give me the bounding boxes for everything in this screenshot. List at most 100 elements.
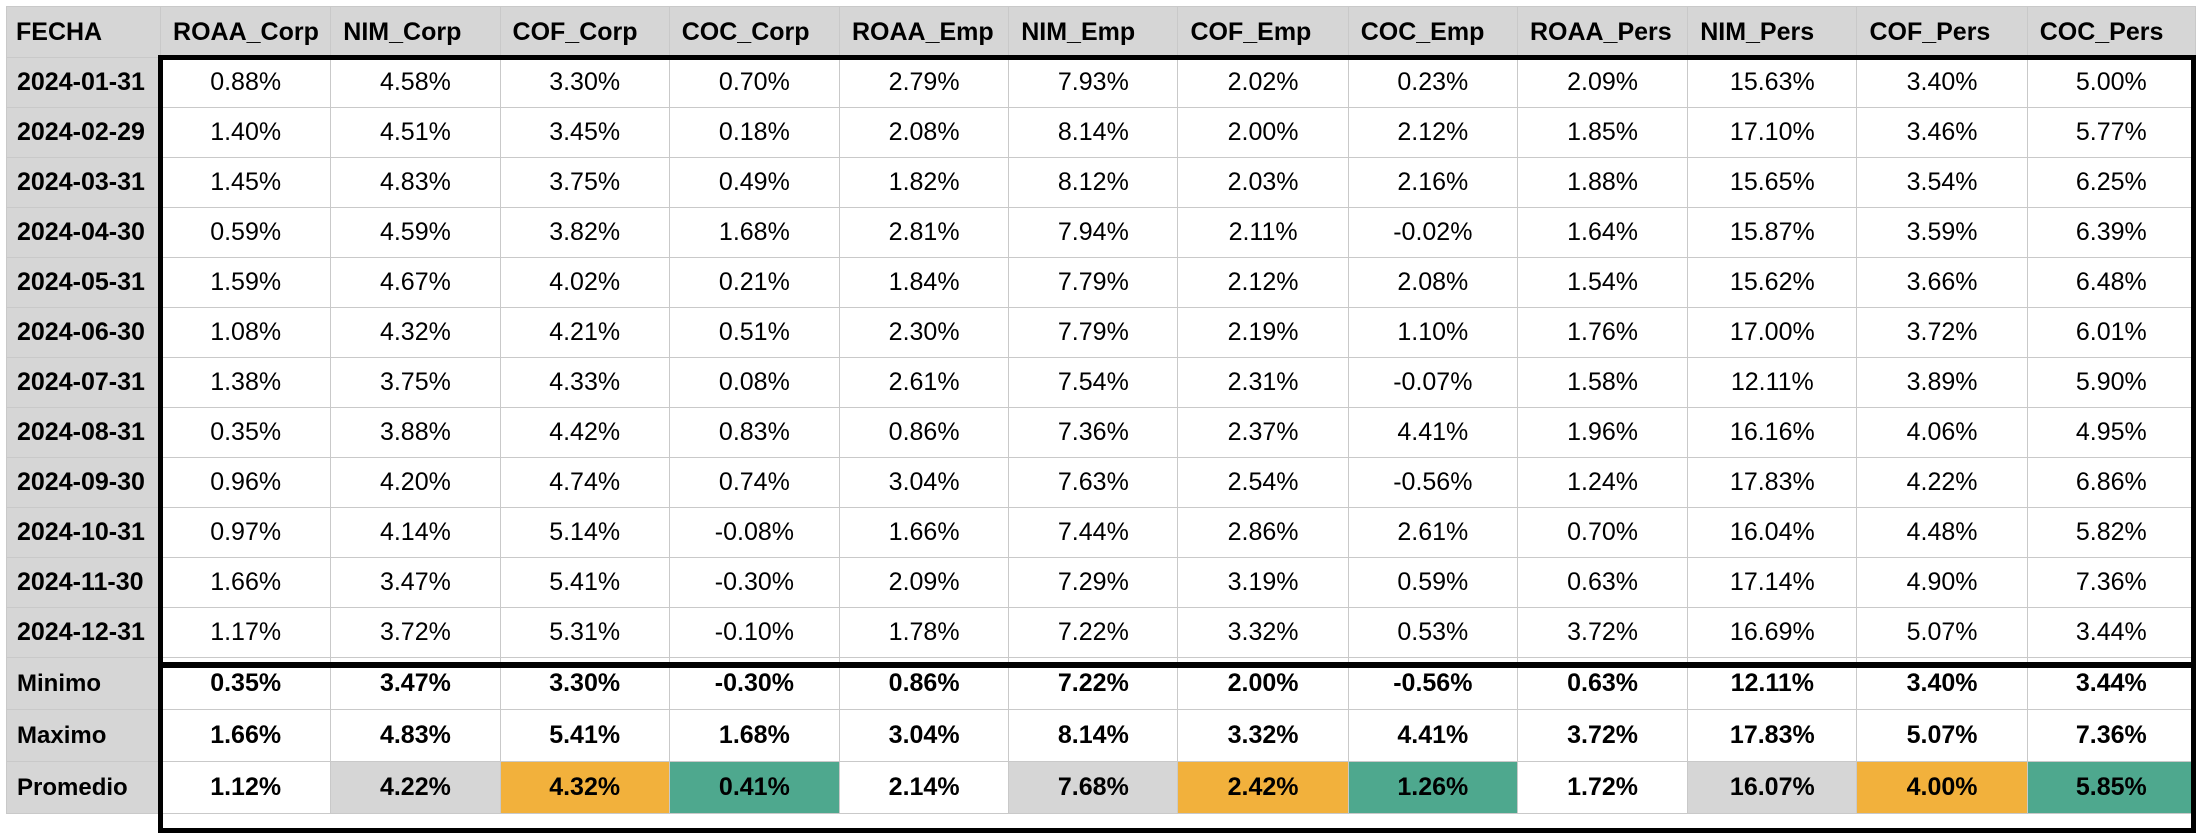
table-cell[interactable]: 1.76% <box>1516 307 1689 358</box>
table-cell[interactable]: 5.14% <box>499 507 670 558</box>
table-cell[interactable]: 0.70% <box>1516 507 1689 558</box>
table-cell[interactable]: 1.08% <box>160 307 332 358</box>
summary-cell[interactable]: 4.00% <box>1856 761 2028 814</box>
table-cell[interactable]: 7.54% <box>1008 357 1179 408</box>
table-cell[interactable]: 0.53% <box>1347 607 1518 658</box>
table-cell[interactable]: 0.63% <box>1516 557 1689 608</box>
table-cell[interactable]: 2.03% <box>1177 157 1349 208</box>
table-cell[interactable]: 15.87% <box>1687 207 1858 258</box>
table-cell[interactable]: 5.31% <box>499 607 670 658</box>
table-cell[interactable]: 3.82% <box>499 207 670 258</box>
row-date-cell[interactable]: 2024-09-30 <box>5 457 162 508</box>
table-cell[interactable]: 6.48% <box>2026 257 2197 308</box>
table-cell[interactable]: 3.40% <box>1856 57 2028 108</box>
table-cell[interactable]: 3.45% <box>499 107 670 158</box>
table-cell[interactable]: 0.23% <box>1347 57 1518 108</box>
table-cell[interactable]: 4.42% <box>499 407 670 458</box>
column-header-roaa-pers[interactable]: ROAA_Pers <box>1516 6 1689 58</box>
table-cell[interactable]: 5.07% <box>1856 607 2028 658</box>
table-cell[interactable]: 3.75% <box>330 357 501 408</box>
table-cell[interactable]: 4.20% <box>330 457 501 508</box>
table-cell[interactable]: 16.16% <box>1687 407 1858 458</box>
table-cell[interactable]: 4.51% <box>330 107 501 158</box>
table-cell[interactable]: 1.58% <box>1516 357 1689 408</box>
table-cell[interactable]: 3.30% <box>499 57 670 108</box>
table-cell[interactable]: 2.31% <box>1177 357 1349 408</box>
table-cell[interactable]: 1.84% <box>838 257 1010 308</box>
summary-cell[interactable]: 0.35% <box>160 657 332 710</box>
table-cell[interactable]: 3.72% <box>1516 607 1689 658</box>
summary-label-cell[interactable]: Maximo <box>5 709 162 762</box>
table-cell[interactable]: 0.97% <box>160 507 332 558</box>
table-cell[interactable]: 4.06% <box>1856 407 2028 458</box>
table-cell[interactable]: 8.14% <box>1008 107 1179 158</box>
table-cell[interactable]: 2.16% <box>1347 157 1518 208</box>
table-cell[interactable]: -0.56% <box>1347 457 1518 508</box>
column-header-fecha[interactable]: FECHA <box>5 6 162 58</box>
table-cell[interactable]: 0.88% <box>160 57 332 108</box>
table-cell[interactable]: 7.29% <box>1008 557 1179 608</box>
table-cell[interactable]: 4.48% <box>1856 507 2028 558</box>
table-cell[interactable]: 3.59% <box>1856 207 2028 258</box>
summary-cell[interactable]: 4.83% <box>330 709 501 762</box>
table-cell[interactable]: 0.21% <box>668 257 841 308</box>
table-cell[interactable]: 3.19% <box>1177 557 1349 608</box>
table-cell[interactable]: 1.66% <box>838 507 1010 558</box>
table-cell[interactable]: 2.02% <box>1177 57 1349 108</box>
table-cell[interactable]: 4.95% <box>2026 407 2197 458</box>
summary-cell[interactable]: 5.07% <box>1856 709 2028 762</box>
summary-cell[interactable]: 8.14% <box>1008 709 1179 762</box>
table-cell[interactable]: 1.68% <box>668 207 841 258</box>
table-cell[interactable]: 2.86% <box>1177 507 1349 558</box>
table-cell[interactable]: 0.96% <box>160 457 332 508</box>
table-cell[interactable]: 3.44% <box>2026 607 2197 658</box>
summary-cell[interactable]: 0.41% <box>668 761 841 814</box>
table-cell[interactable]: 4.14% <box>330 507 501 558</box>
table-cell[interactable]: 4.21% <box>499 307 670 358</box>
table-cell[interactable]: 17.10% <box>1687 107 1858 158</box>
table-cell[interactable]: 1.10% <box>1347 307 1518 358</box>
table-cell[interactable]: 8.12% <box>1008 157 1179 208</box>
table-cell[interactable]: -0.07% <box>1347 357 1518 408</box>
table-cell[interactable]: 5.82% <box>2026 507 2197 558</box>
table-cell[interactable]: 15.62% <box>1687 257 1858 308</box>
column-header-coc-corp[interactable]: COC_Corp <box>668 6 841 58</box>
summary-cell[interactable]: 1.12% <box>160 761 332 814</box>
table-cell[interactable]: 1.85% <box>1516 107 1689 158</box>
table-cell[interactable]: 0.59% <box>1347 557 1518 608</box>
table-cell[interactable]: 1.59% <box>160 257 332 308</box>
summary-cell[interactable]: 4.22% <box>330 761 501 814</box>
table-cell[interactable]: 7.79% <box>1008 257 1179 308</box>
table-cell[interactable]: 3.88% <box>330 407 501 458</box>
table-cell[interactable]: 2.30% <box>838 307 1010 358</box>
table-cell[interactable]: 2.12% <box>1347 107 1518 158</box>
table-cell[interactable]: 1.64% <box>1516 207 1689 258</box>
table-cell[interactable]: 6.01% <box>2026 307 2197 358</box>
table-cell[interactable]: 2.81% <box>838 207 1010 258</box>
table-cell[interactable]: 4.32% <box>330 307 501 358</box>
summary-cell[interactable]: 0.63% <box>1516 657 1689 710</box>
table-cell[interactable]: 4.22% <box>1856 457 2028 508</box>
table-cell[interactable]: 0.74% <box>668 457 841 508</box>
table-cell[interactable]: 4.59% <box>330 207 501 258</box>
table-cell[interactable]: 4.02% <box>499 257 670 308</box>
table-cell[interactable]: 7.36% <box>2026 557 2197 608</box>
row-date-cell[interactable]: 2024-06-30 <box>5 307 162 358</box>
table-cell[interactable]: 7.63% <box>1008 457 1179 508</box>
table-cell[interactable]: 4.33% <box>499 357 670 408</box>
table-cell[interactable]: 15.65% <box>1687 157 1858 208</box>
table-cell[interactable]: 1.24% <box>1516 457 1689 508</box>
table-cell[interactable]: 0.49% <box>668 157 841 208</box>
column-header-nim-pers[interactable]: NIM_Pers <box>1687 6 1858 58</box>
table-cell[interactable]: 1.66% <box>160 557 332 608</box>
row-date-cell[interactable]: 2024-11-30 <box>5 557 162 608</box>
table-cell[interactable]: 0.08% <box>668 357 841 408</box>
table-cell[interactable]: 1.38% <box>160 357 332 408</box>
row-date-cell[interactable]: 2024-05-31 <box>5 257 162 308</box>
table-cell[interactable]: 2.08% <box>838 107 1010 158</box>
table-cell[interactable]: 1.40% <box>160 107 332 158</box>
row-date-cell[interactable]: 2024-02-29 <box>5 107 162 158</box>
row-date-cell[interactable]: 2024-03-31 <box>5 157 162 208</box>
table-cell[interactable]: 4.41% <box>1347 407 1518 458</box>
summary-cell[interactable]: 16.07% <box>1687 761 1858 814</box>
